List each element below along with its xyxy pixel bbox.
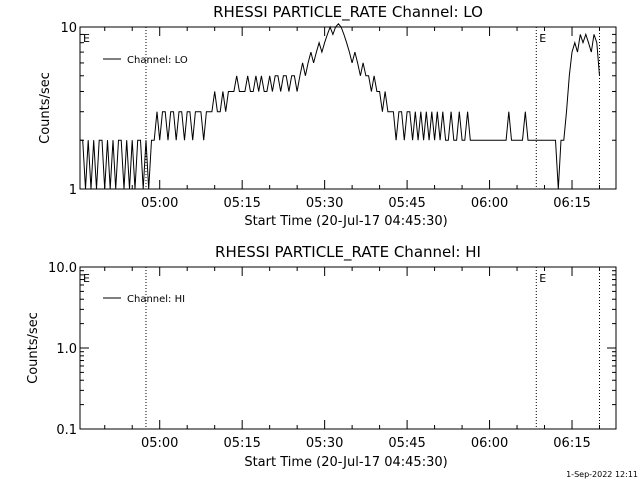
legend: Channel: LO xyxy=(103,55,188,66)
series-line xyxy=(80,23,600,190)
chart-panel-hi: RHESSI PARTICLE_RATE Channel: HI 0.1 1.0 1… xyxy=(26,243,617,470)
chart-title: RHESSI PARTICLE_RATE Channel: LO xyxy=(213,3,483,22)
y-axis-label: Counts/sec xyxy=(38,72,53,144)
legend-label: Channel: LO xyxy=(127,55,188,66)
x-tick-label: 05:00 xyxy=(141,196,178,211)
y-tick-label: 10.0 xyxy=(48,261,77,276)
legend: Channel: HI xyxy=(103,294,185,305)
event-flag-label: E xyxy=(83,32,90,45)
event-flag-label: E xyxy=(539,272,546,285)
x-tick-label: 05:15 xyxy=(223,196,260,211)
date-stamp: 1-Sep-2022 12:11 xyxy=(566,470,638,479)
x-tick-label: 06:00 xyxy=(471,436,508,451)
y-tick-label: 1 xyxy=(69,183,77,198)
y-tick-label: 1.0 xyxy=(56,342,77,357)
y-axis: 1 10 xyxy=(60,21,616,198)
event-flag-label: E xyxy=(83,272,90,285)
x-tick-label: 06:15 xyxy=(553,196,590,211)
x-tick-label: 05:30 xyxy=(306,436,343,451)
legend-label: Channel: HI xyxy=(127,294,185,305)
series-group xyxy=(80,23,600,190)
x-tick-label: 06:15 xyxy=(553,436,590,451)
x-tick-label: 05:15 xyxy=(223,436,260,451)
x-axis-label: Start Time (20-Jul-17 04:45:30) xyxy=(244,455,447,470)
y-axis: 0.1 1.0 10.0 xyxy=(48,261,616,438)
x-tick-label: 05:00 xyxy=(141,436,178,451)
x-axis: 05:00 05:15 05:30 05:45 06:00 06:15 xyxy=(104,27,601,211)
x-tick-label: 06:00 xyxy=(471,196,508,211)
plot-frame xyxy=(79,26,617,190)
x-axis-label: Start Time (20-Jul-17 04:45:30) xyxy=(244,214,447,229)
x-axis: 05:00 05:15 05:30 05:45 06:00 06:15 xyxy=(104,267,601,451)
x-tick-label: 05:30 xyxy=(306,196,343,211)
x-tick-label: 05:45 xyxy=(388,436,425,451)
x-tick-label: 05:45 xyxy=(388,196,425,211)
chart-title: RHESSI PARTICLE_RATE Channel: HI xyxy=(215,243,481,262)
chart-panel-lo: RHESSI PARTICLE_RATE Channel: LO 1 10 05:… xyxy=(38,3,617,229)
y-tick-label: 0.1 xyxy=(56,423,77,438)
y-axis-label: Counts/sec xyxy=(26,312,41,384)
event-flag-label: E xyxy=(539,32,546,45)
y-tick-label: 10 xyxy=(60,21,77,36)
